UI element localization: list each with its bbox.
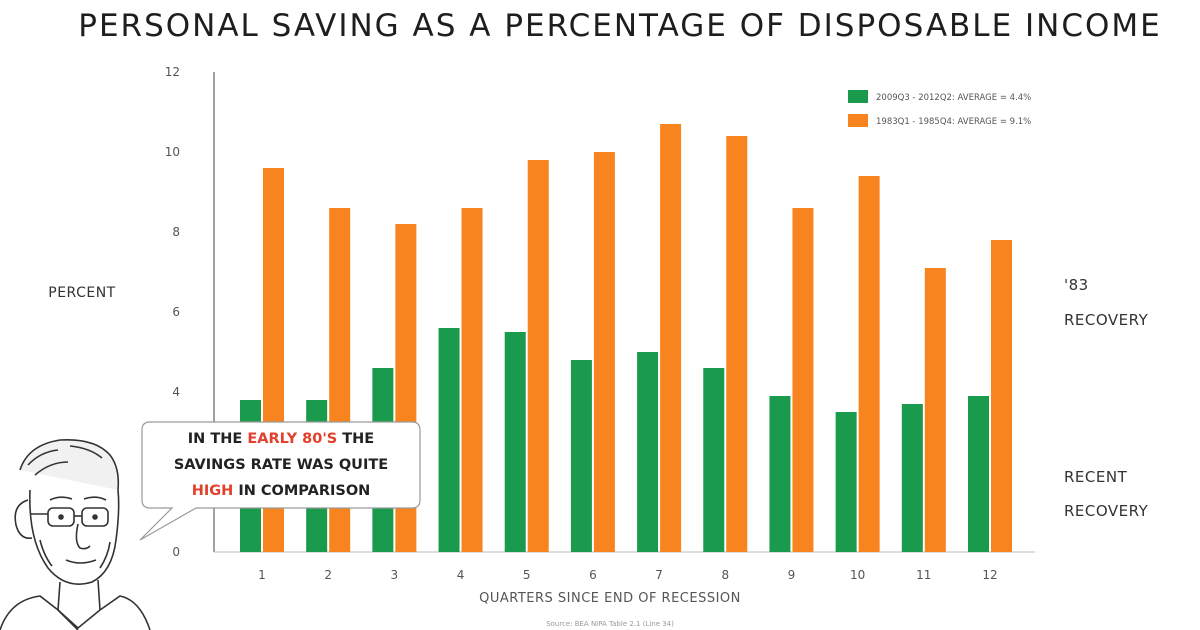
legend: 2009Q3 - 2012Q2: AVERAGE = 4.4% 1983Q1 -… (848, 90, 1031, 127)
y-axis-label: PERCENT (48, 285, 115, 301)
bar-green-q5 (504, 332, 526, 552)
x-tick-label: 5 (523, 568, 531, 582)
x-tick-label: 7 (655, 568, 663, 582)
bar-green-q8 (703, 368, 725, 552)
x-tick-label: 3 (391, 568, 399, 582)
x-tick-label: 6 (589, 568, 597, 582)
bar-orange-q7 (660, 124, 682, 552)
green-side-note: RECENT RECOVERY (1064, 468, 1149, 520)
bar-orange-q8 (726, 136, 748, 552)
orange-note-line1: '83 (1064, 276, 1089, 294)
bar-orange-q4 (461, 208, 483, 552)
y-tick-label: 4 (172, 385, 180, 399)
y-ticks: 0 4 6 8 10 12 (165, 65, 180, 559)
cartoon-man-icon (0, 438, 151, 630)
bar-green-q4 (438, 328, 460, 552)
source-note: Source: BEA NIPA Table 2.1 (Line 34) (546, 620, 674, 628)
x-ticks: 1 2 3 4 5 6 7 8 9 10 11 12 (258, 568, 997, 582)
bubble-highlight-high: HIGH (192, 483, 234, 499)
bubble-line1-start: IN THE (188, 431, 248, 447)
x-axis-label: QUARTERS SINCE END OF RECESSION (479, 591, 741, 606)
bar-orange-q5 (527, 160, 549, 552)
green-note-line2: RECOVERY (1064, 502, 1149, 520)
y-tick-label: 8 (172, 225, 180, 239)
bar-orange-q10 (858, 176, 880, 552)
x-tick-label: 4 (457, 568, 465, 582)
legend-label-orange: 1983Q1 - 1985Q4: AVERAGE = 9.1% (876, 117, 1031, 127)
orange-side-note: '83 RECOVERY (1064, 276, 1149, 329)
y-tick-label: 6 (172, 305, 180, 319)
bubble-highlight-early-80s: EARLY 80'S (247, 431, 337, 447)
x-tick-label: 1 (258, 568, 266, 582)
bar-orange-q6 (593, 152, 615, 552)
y-tick-label: 0 (172, 545, 180, 559)
chart-title: PERSONAL SAVING AS A PERCENTAGE OF DISPO… (78, 8, 1161, 44)
bar-orange-q9 (792, 208, 814, 552)
bar-green-q7 (637, 352, 659, 552)
x-tick-label: 10 (850, 568, 865, 582)
bar-green-q11 (901, 404, 923, 552)
bars (240, 124, 1012, 552)
bubble-line3: HIGH IN COMPARISON (192, 483, 371, 499)
legend-swatch-orange (848, 114, 868, 127)
bar-green-q10 (835, 412, 857, 552)
y-tick-label: 12 (165, 65, 180, 79)
bar-green-q6 (570, 360, 592, 552)
bar-green-q9 (769, 396, 791, 552)
legend-swatch-green (848, 90, 868, 103)
x-tick-label: 8 (721, 568, 729, 582)
bar-orange-q11 (924, 268, 946, 552)
x-tick-label: 12 (982, 568, 997, 582)
x-tick-label: 2 (324, 568, 332, 582)
x-tick-label: 9 (788, 568, 796, 582)
bubble-line1-end: THE (337, 431, 374, 447)
green-note-line1: RECENT (1064, 468, 1128, 486)
y-tick-label: 10 (165, 145, 180, 159)
orange-note-line2: RECOVERY (1064, 311, 1149, 329)
bar-orange-q12 (991, 240, 1012, 552)
bubble-line1: IN THE EARLY 80'S THE (188, 431, 374, 447)
x-tick-label: 11 (916, 568, 931, 582)
speech-bubble: IN THE EARLY 80'S THE SAVINGS RATE WAS Q… (139, 421, 421, 541)
legend-label-green: 2009Q3 - 2012Q2: AVERAGE = 4.4% (876, 93, 1031, 103)
bar-green-q12 (968, 396, 989, 552)
bubble-line3-end: IN COMPARISON (233, 483, 370, 499)
bubble-line2: SAVINGS RATE WAS QUITE (174, 457, 388, 473)
